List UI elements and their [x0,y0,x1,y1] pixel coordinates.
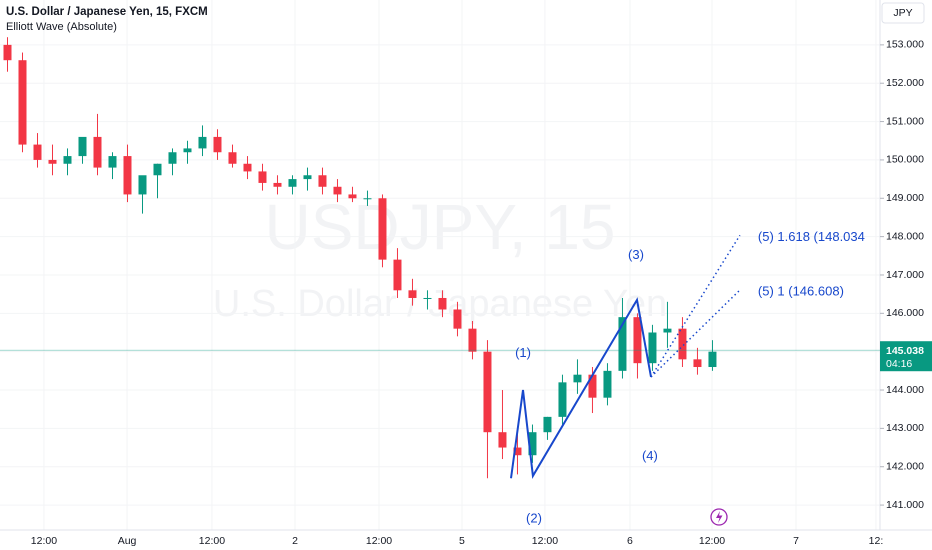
y-tick-label: 147.000 [886,269,924,281]
candle-body [183,148,192,153]
candle-body [303,175,312,180]
candle-body [108,156,117,168]
candle-body [243,163,252,172]
candle-body [258,171,267,183]
candle-body [378,198,387,260]
candle-body [663,328,672,333]
wave-line [510,297,652,479]
wave-projection [650,289,741,378]
wave-target-label: (5) 1 (146.608) [758,283,844,298]
candle-body [708,351,717,368]
x-tick-label: 6 [627,535,633,547]
candle-body [438,297,447,310]
candle-body [198,136,207,149]
y-tick-label: 150.000 [886,154,924,166]
wave-label: (2) [526,511,542,526]
last-price-tag [880,341,932,372]
candle-body [168,152,177,164]
candle-body [513,447,522,456]
last-price-label: 145.038 [886,345,924,357]
candle-body [678,328,687,360]
candle-body [363,198,372,200]
countdown-label: 04:16 [886,358,912,370]
candle-body [453,309,462,329]
candle-body [138,175,147,195]
candle-body [483,351,492,433]
x-tick-label: 12:00 [31,535,57,547]
candle-body [153,163,162,176]
symbol-title: U.S. Dollar / Japanese Yen, 15, FXCM [6,6,208,18]
currency-button[interactable] [881,2,925,24]
currency-label[interactable]: JPY [893,7,912,19]
candle-body [333,186,342,195]
candle-body [408,290,417,298]
events-icon-bolt [716,511,723,523]
y-tick-label: 146.000 [886,307,924,319]
candle-body [648,332,657,364]
candle-body [498,432,507,448]
candle-body [618,317,627,371]
wave-target-label: (5) 1.618 (148.034 [758,229,865,244]
candle-body [18,60,27,145]
wave-label: (4) [642,448,658,463]
y-tick-label: 141.000 [886,499,924,511]
plot [0,0,880,530]
candle-body [573,374,582,383]
y-tick-label: 144.000 [886,384,924,396]
x-tick-label: 12:00 [199,535,225,547]
candle-body [348,194,357,199]
y-tick-label: 149.000 [886,192,924,204]
candle-body [528,432,537,456]
candle-body [603,370,612,398]
y-tick-label: 153.000 [886,39,924,51]
x-tick-label: 12:00 [699,535,725,547]
x-tick-label: 7 [793,535,799,547]
candle-body [318,175,327,187]
y-tick-label: 143.000 [886,422,924,434]
y-tick-label: 142.000 [886,461,924,473]
candle-body [393,259,402,291]
x-tick-label: Aug [118,535,137,547]
candle-body [93,136,102,168]
candle-body [33,144,42,160]
candle-body [213,136,222,153]
candle-body [543,416,552,433]
candle-body [63,156,72,164]
candle-body [123,156,132,195]
x-tick-label: 12: [869,535,884,547]
y-tick-label: 152.000 [886,77,924,89]
candle-body [423,297,432,299]
candle-body [273,182,282,187]
y-tick-label: 148.000 [886,230,924,242]
watermark-ticker: USDJPY, 15 [265,191,616,263]
candle-body [3,44,12,61]
x-tick-label: 5 [459,535,465,547]
wave-projection [650,234,741,378]
y-tick-label: 151.000 [886,115,924,127]
candle-body [633,317,642,364]
x-tick-label: 12:00 [532,535,558,547]
candle-body [228,152,237,164]
indicator-title: Elliott Wave (Absolute) [6,21,117,33]
wave-label: (1) [515,345,531,360]
x-tick-label: 12:00 [366,535,392,547]
x-tick-label: 2 [292,535,298,547]
candle-body [558,382,567,417]
candle-body [693,359,702,368]
candle-body [468,328,477,352]
wave-label: (3) [628,247,644,262]
candle-body [78,136,87,157]
candle-body [588,374,597,398]
candle-body [288,179,297,187]
candle-body [48,159,57,164]
